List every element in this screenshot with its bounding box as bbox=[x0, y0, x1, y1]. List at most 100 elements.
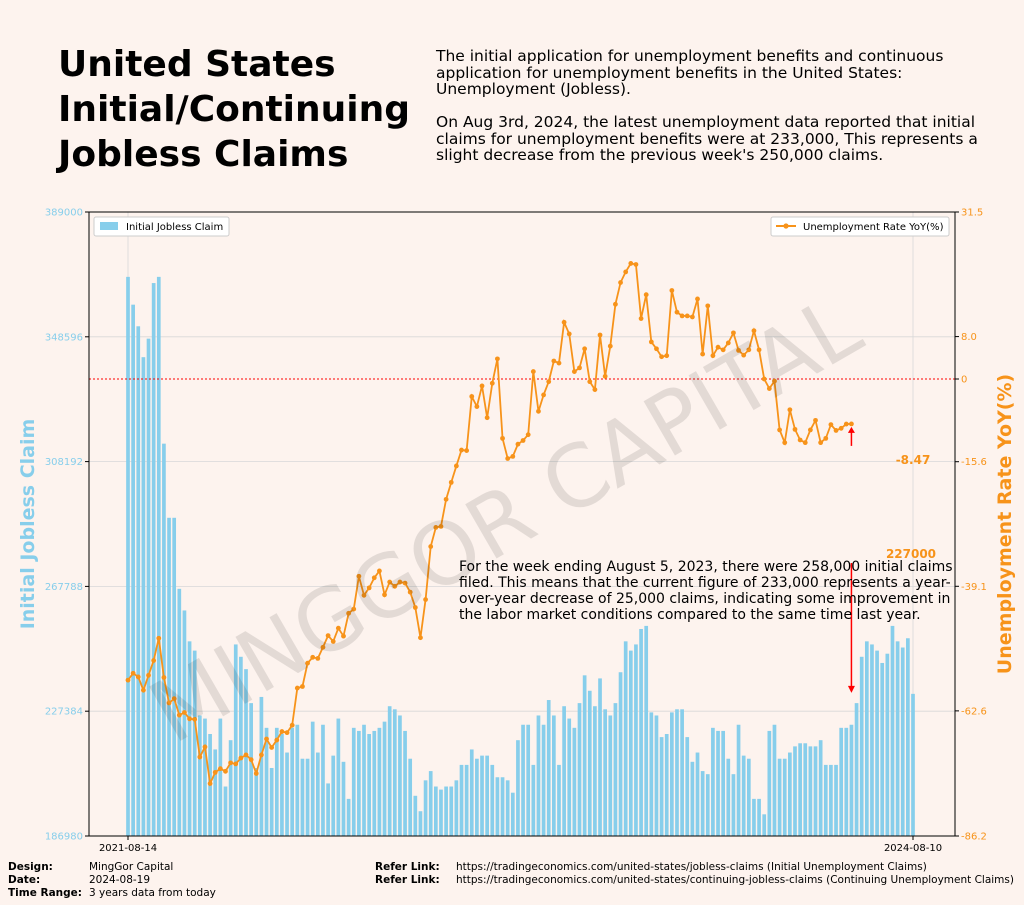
yoy-point bbox=[705, 303, 710, 308]
footer-link-continuing: https://tradingeconomics.com/united-stat… bbox=[456, 874, 1014, 886]
bar bbox=[444, 787, 448, 836]
bar bbox=[470, 749, 474, 836]
bar bbox=[788, 753, 792, 836]
callout-yoy: -8.47 bbox=[896, 453, 931, 467]
bar bbox=[634, 644, 638, 836]
bar bbox=[429, 771, 433, 836]
bar bbox=[593, 706, 597, 836]
bar bbox=[393, 709, 397, 836]
bar bbox=[809, 746, 813, 836]
yoy-point bbox=[464, 448, 469, 453]
yoy-point bbox=[675, 310, 680, 315]
bar bbox=[331, 756, 335, 836]
bar bbox=[619, 672, 623, 836]
bar bbox=[485, 756, 489, 836]
bar bbox=[793, 746, 797, 836]
yoy-point bbox=[798, 438, 803, 443]
bar bbox=[537, 715, 541, 836]
yoy-point bbox=[685, 314, 690, 319]
bar bbox=[901, 648, 905, 836]
bar bbox=[295, 725, 299, 836]
yoy-point bbox=[223, 769, 228, 774]
yoy-point bbox=[664, 353, 669, 358]
yoy-point bbox=[649, 339, 654, 344]
yoy-point bbox=[680, 314, 685, 319]
yoy-point bbox=[603, 374, 608, 379]
bar bbox=[865, 641, 869, 836]
bar bbox=[383, 722, 387, 836]
bar bbox=[644, 626, 648, 836]
callout-claims-arrowhead bbox=[848, 686, 855, 693]
bar bbox=[290, 728, 294, 836]
yoy-point bbox=[536, 409, 541, 414]
bar bbox=[403, 731, 407, 836]
yoy-point bbox=[592, 387, 597, 392]
bar bbox=[157, 277, 161, 836]
bar bbox=[357, 731, 361, 836]
bar bbox=[347, 799, 351, 836]
bar bbox=[860, 657, 864, 836]
bar bbox=[413, 796, 417, 836]
yoy-point bbox=[777, 427, 782, 432]
bar bbox=[814, 746, 818, 836]
bar bbox=[660, 737, 664, 836]
bar bbox=[516, 740, 520, 836]
yoy-point bbox=[659, 354, 664, 359]
bar bbox=[675, 709, 679, 836]
bar bbox=[747, 759, 751, 836]
right-tick-label-zero: 0 bbox=[961, 375, 967, 386]
yoy-point bbox=[562, 320, 567, 325]
callout-yoy-arrowhead bbox=[848, 427, 855, 433]
bar bbox=[911, 694, 915, 836]
yoy-point bbox=[228, 760, 233, 765]
bar bbox=[891, 626, 895, 836]
bar bbox=[726, 759, 730, 836]
bar bbox=[680, 709, 684, 836]
yoy-point bbox=[695, 297, 700, 302]
bar bbox=[152, 283, 156, 836]
bar bbox=[870, 644, 874, 836]
bar bbox=[732, 774, 736, 836]
bar bbox=[285, 753, 289, 836]
bar bbox=[388, 706, 392, 836]
yoy-point bbox=[834, 428, 839, 433]
yoy-point bbox=[813, 418, 818, 423]
yoy-point bbox=[639, 316, 644, 321]
bar bbox=[655, 715, 659, 836]
yoy-point bbox=[577, 365, 582, 370]
yoy-point bbox=[285, 730, 290, 735]
yoy-point bbox=[818, 440, 823, 445]
yoy-point bbox=[269, 745, 274, 750]
bar bbox=[511, 793, 515, 836]
bar bbox=[880, 663, 884, 836]
yoy-point bbox=[238, 756, 243, 761]
yoy-point bbox=[480, 383, 485, 388]
bar bbox=[588, 691, 592, 836]
bar bbox=[270, 768, 274, 836]
bar bbox=[372, 731, 376, 836]
left-tick-label: 267788 bbox=[45, 582, 83, 593]
yoy-point bbox=[618, 280, 623, 285]
bar bbox=[147, 339, 151, 836]
yoy-point bbox=[669, 288, 674, 293]
left-tick-label: 227384 bbox=[45, 707, 83, 718]
yoy-point bbox=[608, 344, 613, 349]
bar bbox=[142, 357, 146, 836]
yoy-point bbox=[808, 427, 813, 432]
bar bbox=[398, 715, 402, 836]
bar bbox=[131, 305, 135, 836]
yoy-point bbox=[459, 448, 464, 453]
bar bbox=[608, 715, 612, 836]
yoy-point bbox=[598, 333, 603, 338]
watermark: MINGGOR CAPITAL bbox=[134, 276, 877, 763]
bar bbox=[419, 811, 423, 836]
left-tick-label: 186980 bbox=[45, 832, 83, 843]
yoy-point bbox=[803, 440, 808, 445]
yoy-point bbox=[495, 356, 500, 361]
bar bbox=[885, 654, 889, 836]
legend-left: Initial Jobless Claim bbox=[94, 217, 229, 236]
yoy-point bbox=[259, 752, 264, 757]
bar bbox=[254, 768, 258, 836]
left-tick-label: 389000 bbox=[45, 208, 83, 219]
bar bbox=[767, 731, 771, 836]
